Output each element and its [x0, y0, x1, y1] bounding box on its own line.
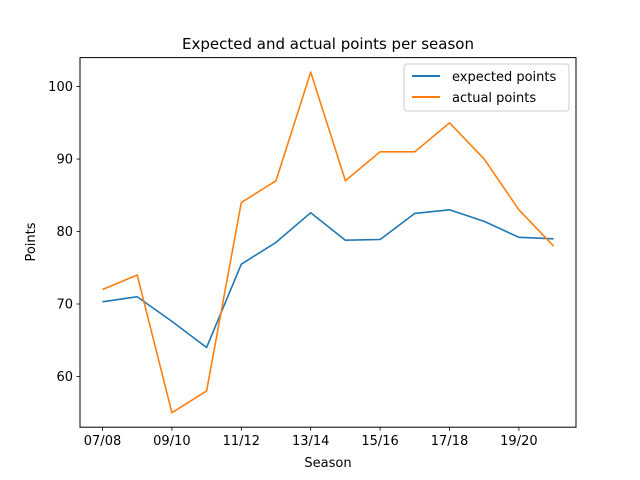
y-tick-label: 60	[56, 370, 73, 385]
x-tick-label: 17/18	[431, 434, 468, 449]
x-axis: 07/08 09/10 11/12 13/14 15/16 17/18 19/20	[84, 427, 538, 449]
plot-area-frame	[79, 57, 577, 428]
series-lines	[102, 71, 555, 414]
x-tick-label: 15/16	[361, 434, 398, 449]
series-line-expected-points	[102, 208, 554, 349]
x-tick-label: 13/14	[292, 434, 329, 449]
y-tick-label: 90	[56, 153, 73, 168]
legend-label-actual-points: actual points	[452, 91, 536, 106]
legend: expected points actual points	[403, 63, 570, 112]
x-tick-label: 09/10	[153, 434, 190, 449]
y-tick-label: 100	[48, 80, 73, 95]
chart-title: Expected and actual points per season	[182, 35, 474, 53]
legend-label-expected-points: expected points	[452, 70, 556, 85]
y-tick-label: 70	[56, 298, 73, 313]
x-tick-label: 19/20	[500, 434, 537, 449]
x-axis-title: Season	[304, 456, 351, 471]
y-axis-title: Points	[24, 222, 39, 261]
legend-frame	[403, 63, 570, 112]
y-axis: 60 70 80 90 100	[48, 80, 80, 385]
series-line-actual-points	[102, 71, 555, 414]
x-tick-label: 07/08	[84, 434, 121, 449]
x-tick-label: 11/12	[223, 434, 260, 449]
y-tick-label: 80	[56, 225, 73, 240]
